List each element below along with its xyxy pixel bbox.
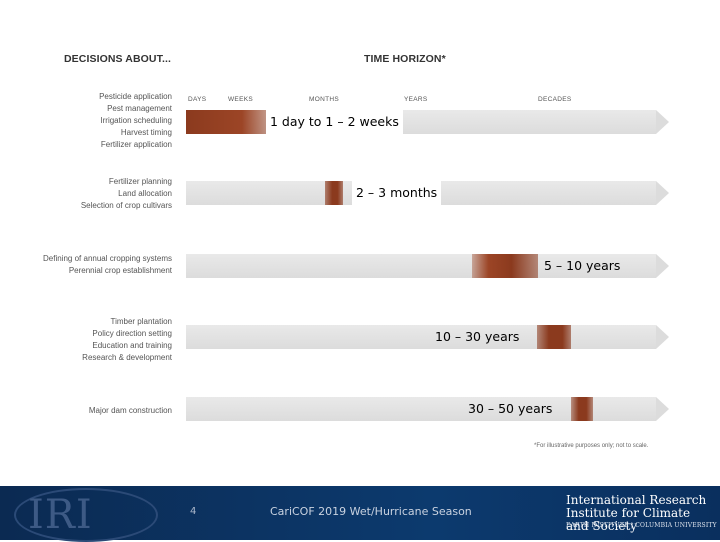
group-labels-3: Defining of annual cropping systems Pere… (10, 253, 172, 277)
group-labels-5: Major dam construction (10, 405, 172, 417)
tick-weeks: WEEKS (228, 96, 253, 103)
group-labels-2: Fertilizer planning Land allocation Sele… (10, 176, 172, 212)
footnote: *For illustrative purposes only; not to … (534, 443, 649, 449)
range-label-3: 5 – 10 years (544, 258, 621, 273)
timeline-arrow-1 (656, 110, 669, 134)
institute-subtitle: EARTH INSTITUTE | COLUMBIA UNIVERSITY (566, 522, 717, 529)
time-range-bar-5 (571, 397, 593, 421)
time-horizon-heading: TIME HORIZON* (364, 53, 446, 65)
slide-number: 4 (190, 506, 197, 517)
institute-name: International Research Institute for Cli… (566, 493, 707, 533)
tick-days: DAYS (188, 96, 207, 103)
group-labels-1: Pesticide application Pest management Ir… (10, 91, 172, 151)
timeline-track-4 (186, 325, 656, 349)
decision-label: Policy direction setting (92, 329, 172, 338)
decision-label: Perennial crop establishment (68, 266, 172, 275)
time-range-bar-4 (537, 325, 571, 349)
decision-label: Harvest timing (120, 128, 172, 137)
range-label-1: 1 day to 1 – 2 weeks (266, 110, 403, 134)
time-range-bar-2 (325, 181, 343, 205)
decision-label: Fertilizer planning (108, 177, 172, 186)
decision-label: Education and training (92, 341, 172, 350)
timeline-track-3 (186, 254, 656, 278)
decision-label: Major dam construction (88, 406, 172, 415)
time-range-bar-1 (186, 110, 266, 134)
decision-label: Selection of crop cultivars (80, 201, 172, 210)
decisions-heading: DECISIONS ABOUT... (64, 53, 172, 65)
decision-label: Land allocation (118, 189, 172, 198)
timeline-arrow-2 (656, 181, 669, 205)
decision-label: Pest management (107, 104, 172, 113)
decision-label: Pesticide application (99, 92, 172, 101)
timeline-arrow-5 (656, 397, 669, 421)
decision-label: Fertilizer application (100, 140, 172, 149)
decision-label: Timber plantation (110, 317, 172, 326)
tick-months: MONTHS (309, 96, 339, 103)
decision-label: Irrigation scheduling (100, 116, 172, 125)
footer-bar: IRI 4 CariCOF 2019 Wet/Hurricane Season … (0, 486, 720, 542)
timeline-arrow-4 (656, 325, 669, 349)
range-label-2: 2 – 3 months (352, 181, 442, 205)
timeline-arrow-3 (656, 254, 669, 278)
group-labels-4: Timber plantation Policy direction setti… (10, 316, 172, 364)
range-label-5: 30 – 50 years (468, 401, 553, 416)
time-range-bar-3 (472, 254, 538, 278)
footer-title: CariCOF 2019 Wet/Hurricane Season (270, 505, 472, 518)
iri-logo: IRI (28, 492, 93, 538)
tick-years: YEARS (404, 96, 428, 103)
decision-label: Defining of annual cropping systems (43, 254, 172, 263)
range-label-4: 10 – 30 years (435, 329, 520, 344)
tick-decades: DECADES (538, 96, 572, 103)
decision-label: Research & development (82, 353, 172, 362)
